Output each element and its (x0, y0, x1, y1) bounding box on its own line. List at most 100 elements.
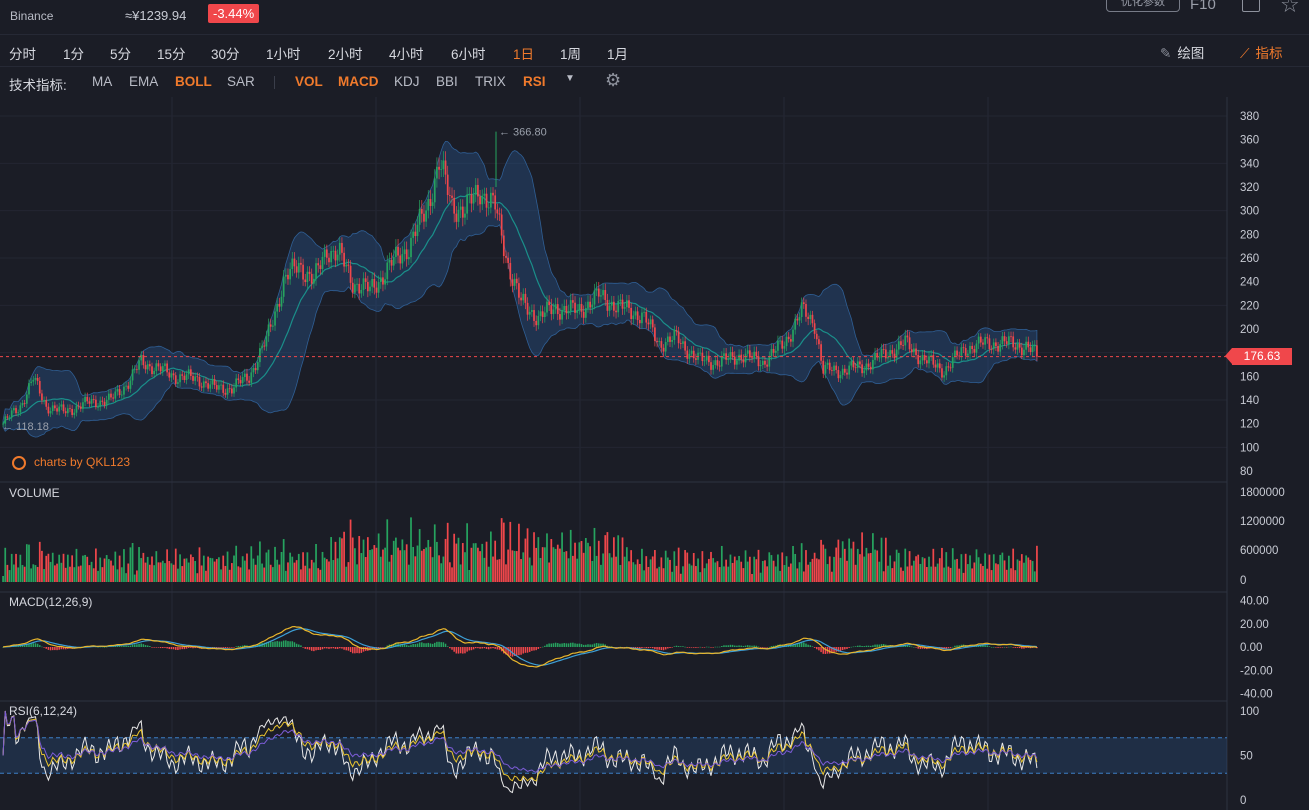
candle (669, 336, 671, 342)
timeframe-6[interactable]: 2小时 (328, 47, 363, 62)
volume-bar (343, 531, 345, 582)
minimize-icon[interactable] (1242, 0, 1260, 12)
candle (6, 416, 9, 418)
volume-bar (552, 547, 555, 582)
timeframe-1[interactable]: 1分 (63, 47, 85, 62)
timeframe-0[interactable]: 分时 (9, 47, 36, 62)
timeframe-5[interactable]: 1小时 (266, 47, 301, 62)
candle (261, 345, 263, 349)
macd-histogram-bar (641, 647, 643, 649)
macd-histogram-bar (464, 647, 466, 654)
bollinger-band (2, 140, 1038, 438)
volume-bar (86, 556, 89, 582)
volume-bar (559, 548, 561, 582)
more-indicators-dropdown-icon[interactable]: ▼ (565, 73, 575, 84)
price-tick: 340 (1240, 158, 1259, 170)
volume-bar (267, 549, 270, 582)
indicator-bbi[interactable]: BBI (436, 74, 458, 89)
volume-bar (146, 556, 149, 582)
volume-bar (114, 551, 117, 582)
volume-bar (215, 559, 218, 582)
timeframe-11[interactable]: 1月 (607, 47, 629, 62)
candle (688, 353, 691, 359)
timeframe-2[interactable]: 5分 (110, 47, 132, 62)
timeframe-10[interactable]: 1周 (560, 47, 582, 62)
candle (146, 364, 149, 370)
candle (75, 405, 78, 413)
macd-histogram-bar (479, 647, 481, 649)
volume-bar (876, 550, 879, 582)
volume-bar (140, 558, 143, 582)
star-icon[interactable]: ☆ (1280, 0, 1300, 17)
volume-bar (800, 543, 803, 582)
volume-title: VOLUME (9, 486, 60, 500)
volume-bar (13, 564, 15, 582)
macd-histogram-bar (138, 643, 140, 647)
indicator-tool-button[interactable]: ⟋ 指标 (1240, 42, 1282, 62)
volume-bar (323, 557, 326, 582)
macd-histogram-bar (554, 642, 557, 647)
candle (459, 206, 462, 210)
indicator-ma[interactable]: MA (92, 74, 113, 89)
volume-bar (893, 561, 896, 582)
timeframe-7[interactable]: 4小时 (389, 47, 424, 62)
volume-bar (209, 557, 212, 582)
candle (446, 174, 449, 196)
timeframe-9[interactable]: 1日 (513, 47, 535, 62)
chart-area[interactable]: ← 366.80 ← 118.18 380 360 340 320 300 280 260 240… (0, 97, 1309, 810)
volume-bar (576, 558, 579, 582)
indicator-trix[interactable]: TRIX (475, 74, 506, 89)
indicator-kdj[interactable]: KDJ (394, 74, 420, 89)
indicator-rsi[interactable]: RSI (523, 74, 546, 89)
candle (82, 402, 84, 409)
volume-bar (921, 557, 924, 582)
candle (925, 360, 928, 364)
volume-bar (379, 556, 382, 582)
candle (606, 300, 609, 311)
macd-histogram-bar (336, 647, 339, 649)
indicator-ema[interactable]: EMA (129, 74, 159, 89)
draw-tool-button[interactable]: ✎ 绘图 (1160, 42, 1204, 62)
volume-bar (373, 545, 376, 582)
macd-histogram-bar (664, 647, 667, 650)
candle (438, 166, 440, 170)
candle (159, 366, 162, 372)
volume-bar (446, 522, 449, 582)
macd-histogram-bar (528, 647, 531, 652)
timeframe-3[interactable]: 15分 (157, 47, 186, 62)
indicator-macd[interactable]: MACD (338, 74, 379, 89)
macd-histogram-bar (574, 643, 576, 647)
f10-button[interactable]: F10 (1190, 0, 1216, 13)
volume-bar (546, 533, 548, 582)
candle (410, 237, 412, 258)
volume-bar (448, 562, 451, 582)
volume-bar (973, 562, 976, 582)
volume-bar (487, 566, 490, 582)
macd-histogram-bar (295, 643, 298, 647)
candle (809, 314, 812, 320)
candle (224, 392, 227, 395)
indicator-boll[interactable]: BOLL (175, 74, 212, 89)
gear-icon[interactable]: ⚙ (605, 70, 622, 90)
optimize-params-button[interactable]: 优化参数 (1106, 0, 1180, 12)
candle (794, 318, 797, 330)
macd-histogram-bar (507, 647, 509, 656)
volume-bar (988, 554, 991, 582)
volume-bar (256, 555, 259, 582)
macd-histogram-bar (444, 643, 447, 647)
volume-bar (248, 569, 250, 582)
macd-histogram-bar (300, 645, 302, 647)
candle (807, 316, 810, 320)
volume-bar (211, 558, 214, 582)
candle (259, 348, 261, 363)
indicator-vol[interactable]: VOL (295, 74, 323, 89)
macd-histogram-bar (716, 646, 719, 648)
macd-histogram-bar (660, 647, 663, 651)
candle (284, 274, 287, 277)
indicator-sar[interactable]: SAR (227, 74, 255, 89)
timeframe-4[interactable]: 30分 (211, 47, 240, 62)
high-label: ← 366.80 (499, 127, 547, 139)
volume-bar (84, 554, 86, 582)
timeframe-8[interactable]: 6小时 (451, 47, 486, 62)
candle (576, 310, 579, 313)
